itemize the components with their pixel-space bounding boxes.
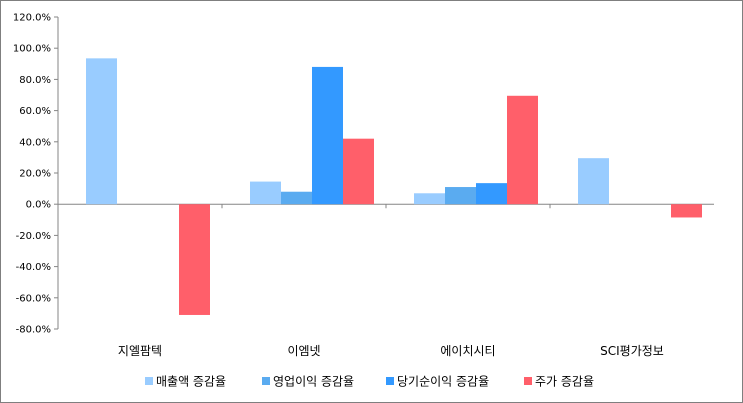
y-tick-label: 60.0% [19,106,51,117]
bar-1-4 [578,158,609,205]
chart-legend: 매출액 증감율 영업이익 증감율 당기순이익 증감율 주가 증감율 [145,375,594,389]
y-tick-label: 80.0% [19,75,51,86]
legend-label: 주가 증감율 [535,375,594,389]
y-tick-label: 0.0% [26,200,51,211]
bar-1-3 [414,193,445,205]
y-tick-label: 100.0% [13,44,51,55]
legend-swatch [145,377,153,385]
legend-swatch [386,377,394,385]
bar-2-3 [445,187,476,205]
y-tick-label: 120.0% [13,13,51,24]
x-category-label: SCI평가정보 [600,344,664,358]
y-tick-label: 20.0% [19,169,51,180]
y-tick-label: -60.0% [16,293,51,304]
bar-3-3 [476,183,507,205]
legend-swatch [524,377,532,385]
bar-1-1 [86,58,117,205]
x-category-label: 이엠넷 [287,344,320,358]
bar-1-2 [250,181,281,205]
bar-4-1 [179,204,210,315]
x-category-label: 에이치시티 [440,344,495,358]
legend-label: 영업이익 증감율 [273,375,354,389]
bar-4-3 [507,95,538,205]
y-tick-label: -40.0% [16,262,51,273]
bar-2-2 [281,191,312,205]
legend-swatch [262,377,270,385]
bar-4-4 [671,204,702,218]
bar-3-2 [312,66,343,205]
chart-labels: 지엘팜텍 이엠넷 에이치시티 SCI평가정보 [118,344,664,358]
legend-label: 당기순이익 증감율 [397,375,489,389]
bar-4-2 [343,138,374,205]
x-category-label: 지엘팜텍 [118,344,162,358]
y-tick-label: -20.0% [16,231,51,242]
legend-label: 매출액 증감율 [156,375,226,389]
y-tick-label: -80.0% [16,325,51,336]
y-tick-label: 40.0% [19,137,51,148]
chart-bars [86,58,702,315]
